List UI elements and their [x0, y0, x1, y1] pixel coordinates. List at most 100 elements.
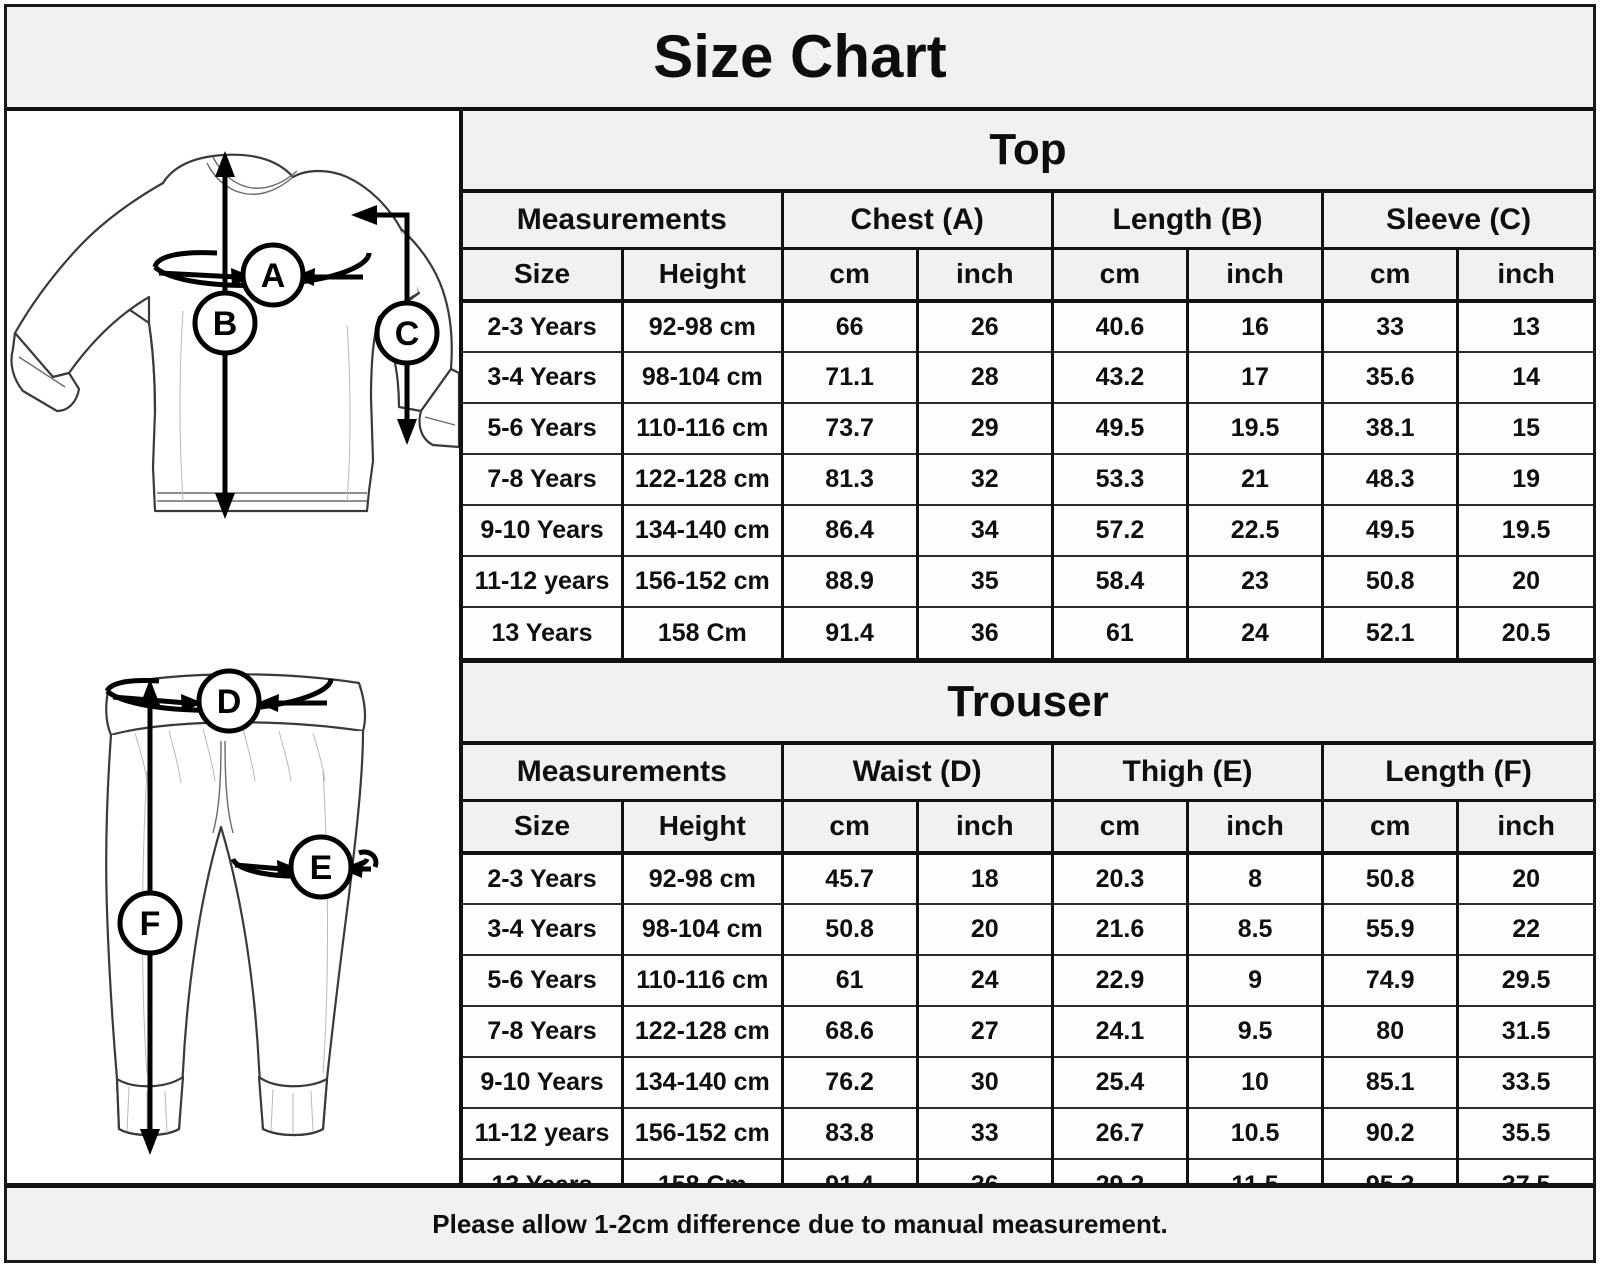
cell: 156-152 cm — [622, 1108, 784, 1160]
section-title-trouser: Trouser — [463, 663, 1593, 745]
top-unit-length-inch: inch — [1187, 248, 1325, 303]
trouser-group-waist: Waist (D) — [782, 745, 1054, 802]
cell: 92-98 cm — [622, 301, 784, 353]
cell: 31.5 — [1457, 1006, 1593, 1058]
trouser-unit-thigh-cm: cm — [1052, 800, 1190, 855]
marker-e-thigh-arrow: E — [230, 834, 379, 900]
marker-b-length-arrow: B — [192, 151, 258, 519]
cell: 8.5 — [1187, 904, 1325, 956]
cell: 33.5 — [1457, 1057, 1593, 1109]
top-unit-sleeve-cm: cm — [1322, 248, 1460, 303]
cell: 92-98 cm — [622, 853, 784, 905]
top-unit-height: Height — [622, 248, 784, 303]
svg-text:E: E — [310, 849, 333, 887]
cell: 158 Cm — [622, 607, 784, 658]
cell: 23 — [1187, 556, 1325, 608]
cell: 35.6 — [1322, 352, 1460, 404]
top-unit-chest-inch: inch — [917, 248, 1054, 303]
cell: 19.5 — [1457, 505, 1593, 557]
cell: 76.2 — [782, 1057, 919, 1109]
trouser-group-measurements: Measurements — [463, 745, 784, 802]
cell: 40.6 — [1052, 301, 1189, 353]
cell: 24.1 — [1052, 1006, 1190, 1058]
trouser-unit-length-inch: inch — [1457, 800, 1593, 855]
cell: 50.8 — [1322, 853, 1460, 905]
cell: 9-10 Years — [463, 1057, 625, 1109]
top-group-chest: Chest (A) — [782, 193, 1054, 250]
cell: 24 — [1187, 607, 1325, 658]
cell: 38.1 — [1322, 403, 1460, 455]
cell: 29.5 — [1457, 955, 1593, 1007]
cell: 71.1 — [782, 352, 919, 404]
cell: 20 — [1457, 556, 1593, 608]
cell: 122-128 cm — [622, 1006, 784, 1058]
top-group-header-row: Measurements Chest (A) Length (B) Sleeve… — [463, 193, 1593, 250]
section-top: Top Measurements Chest (A) — [463, 111, 1593, 658]
table-row: 9-10 Years 134-140 cm 76.2 30 25.4 10 85… — [463, 1057, 1593, 1109]
page-title: Size Chart — [653, 23, 947, 90]
cell: 53.3 — [1052, 454, 1189, 506]
marker-d-badge — [196, 668, 262, 734]
cell: 21.6 — [1052, 904, 1190, 956]
cell: 22 — [1457, 904, 1593, 956]
cell: 73.7 — [782, 403, 919, 455]
footer-note-text: Please allow 1-2cm difference due to man… — [432, 1208, 1168, 1239]
top-group-measurements: Measurements — [463, 193, 784, 250]
cell: 15 — [1457, 403, 1593, 455]
cell: 10 — [1187, 1057, 1325, 1109]
cell: 50.8 — [782, 904, 919, 956]
cell: 134-140 cm — [622, 1057, 784, 1109]
cell: 74.9 — [1322, 955, 1460, 1007]
cell: 34 — [917, 505, 1054, 557]
marker-f-length-arrow: F — [117, 679, 183, 1155]
cell: 85.1 — [1322, 1057, 1460, 1109]
cell: 28 — [917, 352, 1054, 404]
trouser-group-length: Length (F) — [1322, 745, 1593, 802]
cell: 88.9 — [782, 556, 919, 608]
marker-b-badge — [192, 290, 258, 356]
cell: 86.4 — [782, 505, 919, 557]
top-size-table: Measurements Chest (A) Length (B) Sleeve… — [463, 193, 1593, 658]
garment-illustration-pane: A B — [7, 111, 463, 1183]
table-row: 7-8 Years 122-128 cm 68.6 27 24.1 9.5 80… — [463, 1006, 1593, 1058]
garment-illustration-svg: A B — [10, 151, 459, 1155]
trouser-unit-height: Height — [622, 800, 784, 855]
marker-a-chest-arrow: A — [152, 242, 372, 308]
cell: 3-4 Years — [463, 352, 625, 404]
top-group-sleeve: Sleeve (C) — [1322, 193, 1593, 250]
cell: 66 — [782, 301, 919, 353]
marker-f-badge — [117, 890, 183, 956]
cell: 3-4 Years — [463, 904, 625, 956]
cell: 22.9 — [1052, 955, 1190, 1007]
cell: 33 — [917, 1108, 1054, 1160]
trouser-size-table: Measurements Waist (D) Thigh (E) Length … — [463, 745, 1593, 1210]
trouser-unit-thigh-inch: inch — [1187, 800, 1325, 855]
cell: 20.5 — [1457, 607, 1593, 658]
cell: 8 — [1187, 853, 1325, 905]
marker-a-badge — [240, 242, 306, 308]
cell: 16 — [1187, 301, 1325, 353]
table-row: 7-8 Years 122-128 cm 81.3 32 53.3 21 48.… — [463, 454, 1593, 506]
top-unit-header-row: Size Height cm inch cm inch cm inch — [463, 248, 1593, 303]
cell: 22.5 — [1187, 505, 1325, 557]
cell: 24 — [917, 955, 1054, 1007]
cell: 20.3 — [1052, 853, 1190, 905]
top-unit-length-cm: cm — [1052, 248, 1189, 303]
cell: 50.8 — [1322, 556, 1460, 608]
cell: 52.1 — [1322, 607, 1460, 658]
cell: 58.4 — [1052, 556, 1189, 608]
cell: 9-10 Years — [463, 505, 625, 557]
trouser-unit-size: Size — [463, 800, 625, 855]
cell: 9 — [1187, 955, 1325, 1007]
top-unit-sleeve-inch: inch — [1457, 248, 1593, 303]
cell: 17 — [1187, 352, 1325, 404]
trouser-unit-waist-inch: inch — [917, 800, 1054, 855]
cell: 29 — [917, 403, 1054, 455]
cell: 19 — [1457, 454, 1593, 506]
svg-text:A: A — [261, 257, 286, 295]
trouser-group-thigh: Thigh (E) — [1052, 745, 1325, 802]
cell: 18 — [917, 853, 1054, 905]
title-bar: Size Chart — [7, 7, 1593, 111]
cell: 32 — [917, 454, 1054, 506]
